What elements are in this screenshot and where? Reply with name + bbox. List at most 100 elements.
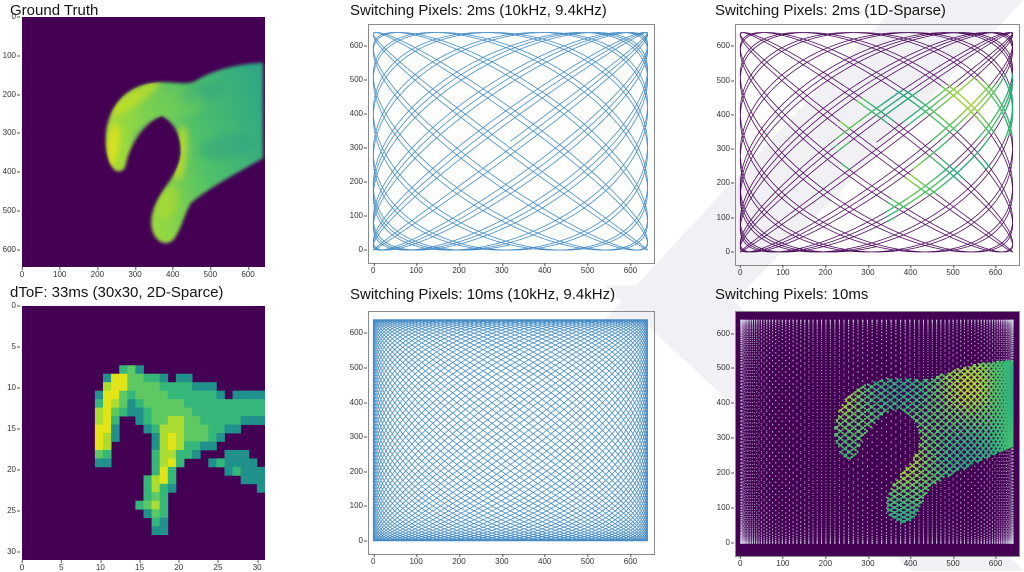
y-axis-tick-label: 100 [717,503,736,512]
x-axis-tick-label: 300 [495,554,509,566]
panel-ground-truth: Ground Truth 0 100 200 300 400 500 600 0 100 200 3… [3,2,308,282]
y-axis-tick-label: 0 [12,302,22,310]
panel-dtof-33ms: dToF: 33ms (30x30, 2D-Sparce) 0 5 10 15 20 25… [7,284,308,572]
switching-2ms-1d-sparse-plot [736,25,1019,265]
x-axis-tick-label: 400 [904,556,917,568]
x-axis-tick-label: 300 [861,556,875,568]
switching-2ms-1d-sparse-axes: 0 100 200 300 400 500 600 0 100 200 300 400 500 600 [717,24,1020,277]
y-axis-tick-label: 200 [350,467,369,476]
x-axis-tick-label: 0 [738,556,742,568]
x-axis-tick-label: 600 [241,267,255,279]
panel-title: Switching Pixels: 10ms (10kHz, 9.4kHz) [350,286,616,303]
x-axis-tick-label: 200 [91,267,104,279]
switching-10ms-axes: 0 100 200 300 400 500 600 0 100 200 300 400 500 600 [350,311,655,566]
y-axis-tick-label: 400 [717,110,736,119]
x-axis-tick-label: 600 [624,263,637,275]
y-axis-tick-label: 200 [717,179,736,187]
y-axis-tick-label: 100 [350,502,369,510]
panel-title: dToF: 33ms (30x30, 2D-Sparce) [10,284,224,301]
x-axis-tick-label: 400 [904,265,917,277]
x-axis-tick-label: 25 [214,560,222,572]
y-axis-tick-label: 600 [717,42,736,50]
x-axis-tick-label: 200 [452,263,466,275]
switching-2ms-axes: 0 100 200 300 400 500 600 0 100 200 300 400 500 600 [350,24,655,275]
x-axis-tick-label: 200 [452,554,466,566]
x-axis-tick-label: 30 [253,560,262,572]
x-axis-tick-label: 500 [946,265,960,277]
y-axis-tick-label: 100 [717,213,736,222]
x-axis-tick-label: 500 [581,263,594,275]
panel-switching-10ms: Switching Pixels: 10ms (10kHz, 9.4kHz) 0… [348,286,670,571]
x-axis-tick-label: 100 [409,554,423,566]
y-axis-tick-label: 100 [3,51,22,60]
x-axis-tick-label: 10 [96,560,105,572]
y-axis-tick-label: 0 [726,538,736,547]
x-axis-tick-label: 500 [204,267,217,279]
x-axis-tick-label: 400 [166,267,179,279]
y-axis-tick-label: 600 [3,245,22,254]
y-axis-tick-label: 5 [12,342,22,351]
x-axis-tick-label: 100 [776,556,789,568]
y-axis-tick-label: 10 [7,383,22,392]
y-axis-tick-label: 400 [350,110,369,118]
x-axis-tick-label: 20 [174,560,183,572]
x-axis-tick-label: 100 [53,267,66,279]
x-axis-tick-label: 0 [20,560,24,572]
y-axis-tick-label: 100 [350,212,369,220]
x-axis-tick-label: 500 [581,554,594,566]
x-axis-tick-label: 500 [946,556,960,568]
panel-title: Switching Pixels: 2ms (10kHz, 9.4kHz) [350,2,607,19]
y-axis-tick-label: 200 [350,178,369,186]
x-axis-tick-label: 0 [20,267,24,279]
y-axis-tick-label: 400 [717,399,736,407]
dtof-axes: 0 5 10 15 20 25 30 0 5 10 15 20 25 30 [7,302,265,572]
x-axis-tick-label: 400 [538,263,551,275]
y-axis-tick-label: 500 [717,364,736,372]
y-axis-tick-label: 0 [12,13,22,21]
y-axis-tick-label: 25 [7,506,22,515]
x-axis-tick-label: 200 [819,265,832,277]
x-axis-tick-label: 300 [128,267,142,279]
y-axis-tick-label: 200 [717,469,736,477]
panel-title: Switching Pixels: 10ms [715,286,869,303]
x-axis-tick-label: 15 [135,560,144,572]
switching-10ms-plot [369,312,654,554]
x-axis-tick-label: 0 [371,263,376,275]
y-axis-tick-label: 20 [7,465,22,474]
y-axis-tick-label: 300 [350,144,369,152]
y-axis-tick-label: 200 [3,90,22,99]
y-axis-tick-label: 500 [717,76,736,85]
y-axis-tick-label: 600 [350,42,369,50]
x-axis-tick-label: 100 [409,263,423,275]
y-axis-tick-label: 300 [350,433,369,441]
x-axis-tick-label: 5 [59,560,63,572]
y-axis-tick-label: 600 [717,329,736,338]
ground-truth-axes: 0 100 200 300 400 500 600 0 100 200 300 400 500 600 [3,13,265,279]
panel-switching-2ms: Switching Pixels: 2ms (10kHz, 9.4kHz) 0 1… [348,2,670,282]
panel-title: Switching Pixels: 2ms (1D-Sparse) [715,2,946,19]
x-axis-tick-label: 600 [624,554,637,566]
ground-truth-plot [22,17,265,267]
y-axis-tick-label: 0 [726,247,736,256]
x-axis-tick-label: 100 [776,265,789,277]
x-axis-tick-label: 200 [819,556,832,568]
y-axis-tick-label: 15 [7,424,22,433]
x-axis-tick-label: 300 [861,265,875,277]
panel-switching-2ms-1d-sparse: Switching Pixels: 2ms (1D-Sparse) 0 100 20… [713,2,1024,282]
y-axis-tick-label: 300 [717,145,736,153]
y-axis-tick-label: 600 [350,329,369,337]
y-axis-tick-label: 30 [7,547,22,556]
switching-2ms-plot [369,25,654,263]
y-axis-tick-label: 500 [350,364,369,372]
panel-switching-10ms-hand: Switching Pixels: 10ms 0 100 200 300 400 500 6… [713,286,1024,571]
dtof-plot [22,306,265,560]
x-axis-tick-label: 600 [989,556,1002,568]
y-axis-tick-label: 0 [359,246,369,254]
y-axis-tick-label: 300 [717,434,736,442]
y-axis-tick-label: 400 [3,168,22,176]
x-axis-tick-label: 0 [371,554,376,566]
y-axis-tick-label: 500 [3,206,22,215]
y-axis-tick-label: 300 [3,129,22,137]
x-axis-tick-label: 400 [538,554,551,566]
x-axis-tick-label: 600 [989,265,1002,277]
